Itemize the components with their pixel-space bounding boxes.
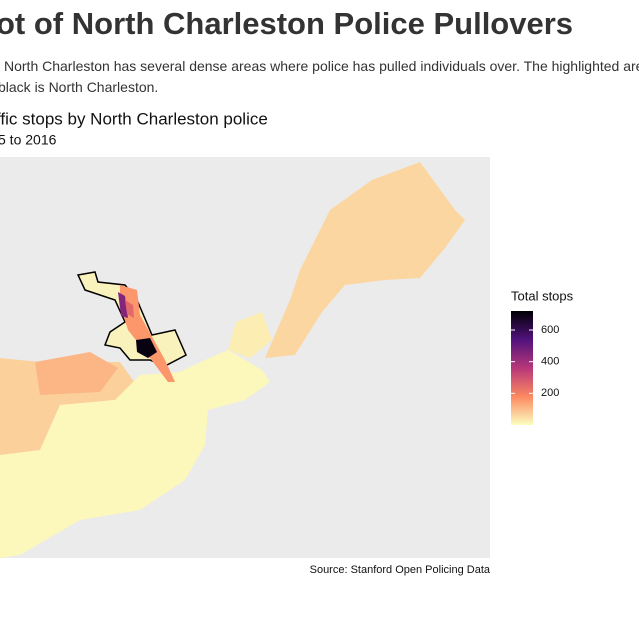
caption: Source: Stanford Open Policing Data [310,564,491,576]
lead-line: black is North Charleston. [0,79,159,95]
region [125,300,134,318]
region [0,350,270,558]
region [136,338,157,358]
region [228,312,272,358]
chart-subtitle: 5 to 2016 [0,132,57,148]
map [0,162,465,558]
legend-tick-label: 200 [541,387,559,399]
lead-text: North Charleston has several dense areas… [0,56,639,98]
region [265,162,465,358]
legend-tick-label: 600 [541,324,559,336]
colorbar [511,311,533,425]
region [118,292,128,318]
region [35,352,118,395]
legend-tick-label: 400 [541,356,559,368]
chart: ffic stops by North Charleston police 5 … [0,109,574,576]
region [120,285,175,382]
legend-title: Total stops [511,288,574,303]
page-title: ot of North Charleston Police Pullovers [0,6,574,41]
chart-title: ffic stops by North Charleston police [0,109,268,128]
lead-line: North Charleston has several dense areas… [4,58,639,74]
